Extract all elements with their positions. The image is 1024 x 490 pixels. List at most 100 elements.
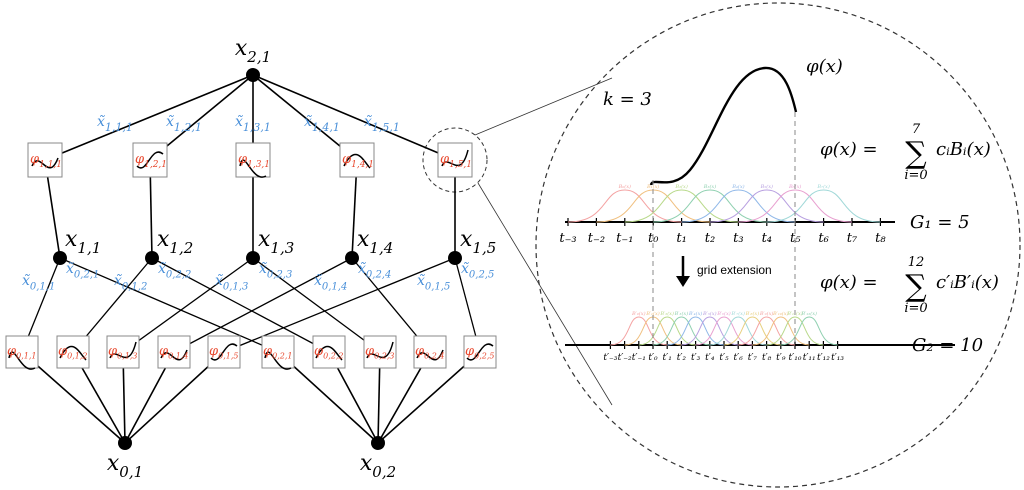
basis-function xyxy=(653,189,767,223)
node-label-sub: 1,5 xyxy=(472,239,496,257)
basis-function xyxy=(738,189,853,223)
basis-function xyxy=(624,189,739,223)
sigma: ∑ xyxy=(905,269,927,304)
function-label-sub: 1,1,1 xyxy=(39,160,62,170)
basis-function xyxy=(780,316,838,346)
function-label: φ0,2,3 xyxy=(365,344,394,361)
basis-label: B′₂(x) xyxy=(659,310,674,317)
basis-function xyxy=(709,316,767,346)
node-label: x0,2 xyxy=(360,451,396,481)
edge-label: x̃0,2,4 xyxy=(358,261,391,281)
edge-label-sub: 1,1,1 xyxy=(105,121,133,134)
function-curve xyxy=(210,343,238,361)
edge-label-base: x̃ xyxy=(114,273,122,289)
grid-tick-label: t′₁₁ xyxy=(803,353,816,363)
function-label-sub: 0,2,3 xyxy=(374,352,394,361)
curve-label: φ(x) xyxy=(806,56,843,77)
basis-label: B₁(x) xyxy=(646,183,659,190)
function-label: φ0,2,4 xyxy=(415,344,444,361)
extension-label: grid extension xyxy=(697,263,772,277)
edge-label-base: x̃ xyxy=(259,261,267,277)
zoom-line xyxy=(477,182,613,406)
function-label: φ1,2,1 xyxy=(135,152,167,170)
zoom-circle xyxy=(535,2,1021,488)
edge xyxy=(377,351,481,444)
function-curve xyxy=(239,159,267,178)
grid-tick-label: t′₅ xyxy=(719,353,729,363)
edge-label: x̃0,2,5 xyxy=(461,261,494,281)
basis-function xyxy=(610,316,668,346)
function-curve xyxy=(366,341,394,359)
function-label: φ1,5,1 xyxy=(440,152,472,170)
basis-label: B′₅(x) xyxy=(702,310,717,317)
edge xyxy=(151,257,330,353)
function-curve xyxy=(31,157,59,169)
edge-label: x̃0,1,4 xyxy=(314,273,347,293)
function-label-sub: 0,2,1 xyxy=(272,352,292,361)
basis-label: B₂(x) xyxy=(674,183,687,190)
function-box xyxy=(339,142,375,178)
grid-tick-label: t₆ xyxy=(818,231,828,246)
basis-function xyxy=(667,316,725,346)
edge-label-base: x̃ xyxy=(358,261,366,277)
function-curve xyxy=(315,345,343,361)
grid-tick-label: t₀ xyxy=(648,231,659,246)
basis-function xyxy=(652,316,710,346)
formula-upper: 7 xyxy=(912,122,921,137)
basis-label: B′₈(x) xyxy=(745,310,760,317)
grid-tick-label: t′₆ xyxy=(734,353,744,363)
function-label-sub: 0,1,3 xyxy=(117,352,137,361)
node xyxy=(145,251,159,265)
grid-tick-label: t′₋₁ xyxy=(632,353,646,363)
function-curve xyxy=(109,341,137,359)
edge-label-sub: 0,1,4 xyxy=(322,282,347,293)
edge-label: x̃0,2,2 xyxy=(158,261,191,281)
edge-label: x̃0,1,2 xyxy=(114,273,147,293)
grid-tick-label: t′₈ xyxy=(762,353,772,363)
edge-label-base: x̃ xyxy=(461,261,469,277)
function-label: φ0,1,1 xyxy=(7,344,36,361)
function-label: φ0,1,3 xyxy=(108,344,137,361)
function-label-sub: 0,1,1 xyxy=(16,352,36,361)
basis-label: B₃(x) xyxy=(703,183,716,190)
function-label: φ0,1,4 xyxy=(159,344,188,361)
node-label-sub: 0,1 xyxy=(119,463,143,481)
formula-upper: 12 xyxy=(908,255,925,270)
edge xyxy=(252,257,381,353)
basis-function xyxy=(681,316,739,346)
grid-tick-label: t₈ xyxy=(875,231,886,246)
function-label: φ1,4,1 xyxy=(342,152,374,170)
edge-label-base: x̃ xyxy=(304,114,312,130)
basis-label: B′₆(x) xyxy=(716,310,731,317)
basis-function xyxy=(695,316,753,346)
node-label: x1,3 xyxy=(258,227,294,257)
basis-label: B′₀(x) xyxy=(631,310,646,317)
formula-lower: i=0 xyxy=(904,168,927,183)
basis-label: B′₉(x) xyxy=(759,310,774,317)
sigma: ∑ xyxy=(905,136,927,171)
node-label: x1,2 xyxy=(157,227,193,257)
node-label: x1,4 xyxy=(357,227,393,257)
edge-label: x̃0,2,3 xyxy=(259,261,292,281)
edge-label-base: x̃ xyxy=(166,114,174,130)
edge-label-sub: 0,1,1 xyxy=(30,282,55,293)
basis-label: B′₃(x) xyxy=(674,310,689,317)
basis-label: B₅(x) xyxy=(760,183,773,190)
grid-tick-label: t′₁₀ xyxy=(789,353,802,363)
edge-label-base: x̃ xyxy=(314,273,322,289)
node-label-base: x xyxy=(258,227,271,252)
function-label: φ1,3,1 xyxy=(238,152,270,170)
function-label-base: φ xyxy=(314,344,324,359)
function-label-sub: 0,1,2 xyxy=(67,352,87,361)
basis-label: B₄(x) xyxy=(731,183,744,190)
function-label-base: φ xyxy=(58,344,68,359)
function-label-base: φ xyxy=(440,152,450,167)
function-label-base: φ xyxy=(263,344,273,359)
function-label-sub: 0,1,4 xyxy=(168,352,188,361)
node xyxy=(371,436,385,450)
edge-label-base: x̃ xyxy=(158,261,166,277)
edge-label: x̃0,1,3 xyxy=(215,273,248,293)
function-label-base: φ xyxy=(7,344,17,359)
basis-function xyxy=(766,189,881,223)
